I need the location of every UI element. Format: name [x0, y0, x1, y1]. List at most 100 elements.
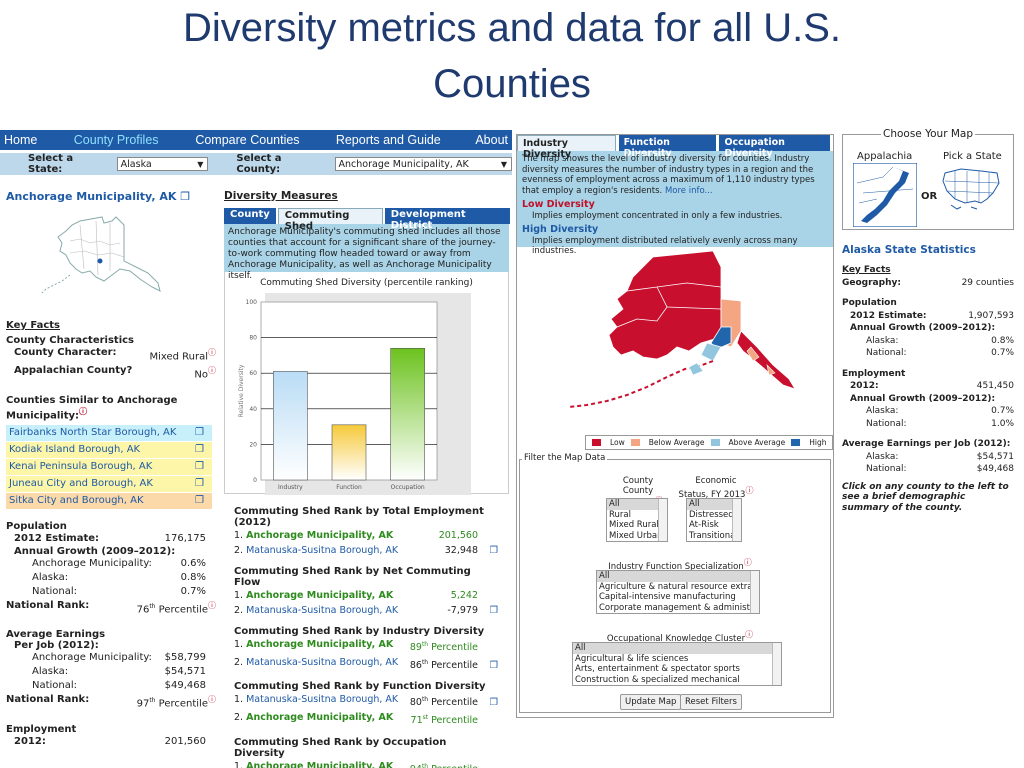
reset-filters-button[interactable]: Reset Filters [680, 694, 742, 710]
similar-county-item[interactable]: Juneau City and Borough, AK ❐ [6, 475, 212, 492]
rank-county-name: Anchorage Municipality, AK [246, 712, 394, 724]
listbox-option[interactable]: All [597, 571, 759, 582]
nav-about[interactable]: About [475, 133, 508, 147]
map-region-low-west [610, 286, 668, 328]
similar-county-item[interactable]: Kodiak Island Borough, AK ❐ [6, 441, 212, 458]
listbox-option[interactable]: Agricultural & life sciences [575, 653, 689, 664]
rank-value: 80 [409, 697, 422, 709]
external-link-icon[interactable]: ❐ [489, 697, 498, 709]
rank-county-name[interactable]: Matanuska-Susitna Borough, AK [246, 605, 399, 616]
similar-counties-label: Counties Similar to Anchorage Municipali… [6, 394, 178, 421]
function-filter-text: Industry Function Specialization [608, 561, 744, 572]
listbox-option[interactable]: Agriculture & natural resource extractio… [599, 581, 760, 592]
county-select[interactable]: Anchorage Municipality, AK ▼ [334, 157, 512, 171]
external-link-icon[interactable]: ❐ [180, 190, 191, 203]
listbox-option[interactable]: Corporate management & administration [599, 602, 760, 613]
employment-heading: Employment [6, 723, 77, 735]
scrollbar[interactable] [750, 571, 759, 613]
tab-occupation-diversity[interactable]: Occupation Diversity [719, 135, 831, 159]
scrollbar[interactable] [772, 643, 781, 685]
rank-percentile: Percentile [428, 642, 478, 654]
similar-county-item[interactable]: Sitka City and Borough, AK ❐ [6, 492, 212, 509]
info-icon[interactable]: ⓘ [208, 366, 216, 376]
update-map-button[interactable]: Update Map [620, 694, 682, 710]
listbox-option[interactable]: All [573, 643, 781, 654]
rank-county-name[interactable]: Matanuska-Susitna Borough, AK [246, 657, 399, 669]
rank-percentile: Percentile [428, 764, 478, 768]
alaska-diversity-map[interactable] [517, 247, 835, 429]
tab-commuting-shed[interactable]: Commuting Shed [277, 208, 383, 232]
external-link-icon[interactable]: ❐ [195, 443, 204, 455]
listbox-option[interactable]: Distressed [689, 509, 734, 520]
listbox-option[interactable]: Mixed Urban [609, 530, 663, 541]
rank-number: 2. [234, 712, 247, 724]
info-icon[interactable]: ⓘ [208, 695, 216, 705]
pop-rank-suffix: th [149, 602, 156, 610]
tab-industry-diversity[interactable]: Industry Diversity [517, 135, 616, 160]
listbox-option[interactable]: Arts, entertainment & spectator sports [575, 664, 740, 674]
external-link-icon[interactable]: ❐ [195, 460, 204, 472]
slide-title-line1: Diversity metrics and data for all U.S. [183, 6, 841, 50]
info-icon[interactable]: ⓘ [745, 630, 754, 639]
listbox-option[interactable]: All [607, 499, 667, 510]
rank-entry[interactable]: 2. Matanuska-Susitna Borough, AK [234, 603, 398, 618]
rank-entry[interactable]: 2. Matanuska-Susitna Borough, AK [234, 543, 398, 558]
tab-function-diversity[interactable]: Function Diversity [618, 135, 717, 159]
listbox-option[interactable]: Construction & specialized mechanical [575, 674, 740, 685]
info-icon[interactable]: ⓘ [79, 406, 88, 416]
rank-suffix: th [421, 641, 429, 648]
rank-number: 1. [234, 530, 247, 541]
tab-development-district[interactable]: Development District [384, 208, 510, 231]
listbox-option[interactable]: Rural [609, 509, 631, 520]
external-link-icon[interactable]: ❐ [195, 494, 204, 506]
nav-reports[interactable]: Reports and Guide [335, 133, 441, 147]
info-icon[interactable]: ⓘ [743, 558, 752, 567]
diversity-bar-chart: 0 20 40 60 80 100 Relative Diversity Industry Fu… [238, 293, 471, 495]
nav-compare-counties[interactable]: Compare Counties [195, 133, 300, 147]
listbox-option[interactable]: Transitional [689, 530, 738, 541]
rank-entry: 1. Anchorage Municipality, AK [234, 637, 393, 655]
state-emp-nat: 1.0% [991, 418, 1014, 429]
rank-row: 1. Anchorage Municipality, AK 201,560 [234, 528, 498, 543]
listbox-option[interactable]: All [687, 499, 741, 510]
rank-entry: 1. Anchorage Municipality, AK [234, 759, 393, 768]
earnings-rows: Anchorage Municipality: $58,799 Alaska: $54… [6, 651, 220, 693]
map-region-panhandle [736, 330, 796, 390]
info-icon[interactable]: ⓘ [745, 486, 754, 495]
external-link-icon[interactable]: ❐ [489, 545, 498, 556]
occupation-cluster-listbox[interactable]: All Agricultural & life sciences Arts, ent… [572, 642, 782, 686]
state-select[interactable]: Alaska ▼ [116, 157, 209, 171]
scrollbar[interactable] [732, 499, 741, 541]
us-state-map-thumbnail[interactable] [941, 163, 1003, 213]
county-character-listbox[interactable]: All Rural Mixed Rural Mixed Urban [606, 498, 668, 542]
external-link-icon[interactable]: ❐ [195, 426, 204, 438]
info-icon[interactable]: ⓘ [208, 600, 216, 610]
rank-entry[interactable]: 1. Matanuska-Susitna Borough, AK [234, 692, 398, 710]
external-link-icon[interactable]: ❐ [489, 605, 498, 616]
emp-2012-label: 2012: [14, 735, 46, 747]
growth-label: Anchorage Municipality: [32, 557, 152, 569]
appalachia-map-thumbnail[interactable] [853, 163, 917, 227]
rank-county-name[interactable]: Matanuska-Susitna Borough, AK [246, 694, 399, 706]
info-icon[interactable]: ⓘ [208, 348, 216, 357]
more-info-link[interactable]: More info... [664, 185, 713, 196]
listbox-option[interactable]: Capital-intensive manufacturing [599, 592, 736, 602]
rank-suffix: th [421, 696, 429, 704]
rank-county-name: Anchorage Municipality, AK [246, 530, 394, 541]
chart-ytick-label: 20 [249, 441, 257, 448]
listbox-option[interactable]: At-Risk [689, 520, 719, 530]
rank-entry[interactable]: 2. Matanuska-Susitna Borough, AK [234, 655, 398, 673]
similar-county-item[interactable]: Fairbanks North Star Borough, AK ❐ [6, 424, 212, 441]
nav-county-profiles[interactable]: County Profiles [73, 133, 159, 147]
listbox-option[interactable]: Mixed Rural [609, 520, 659, 530]
function-specialization-listbox[interactable]: All Agriculture & natural resource extrac… [596, 570, 760, 614]
external-link-icon[interactable]: ❐ [195, 477, 204, 489]
rank-county-name[interactable]: Matanuska-Susitna Borough, AK [246, 545, 399, 556]
chart-ytick-label: 0 [253, 477, 257, 484]
scrollbar[interactable] [658, 499, 667, 541]
external-link-icon[interactable]: ❐ [489, 660, 498, 672]
similar-county-item[interactable]: Kenai Peninsula Borough, AK ❐ [6, 458, 212, 475]
economic-status-listbox[interactable]: All Distressed At-Risk Transitional [686, 498, 742, 542]
nav-home[interactable]: Home [4, 133, 38, 147]
tab-county[interactable]: County [224, 208, 276, 224]
